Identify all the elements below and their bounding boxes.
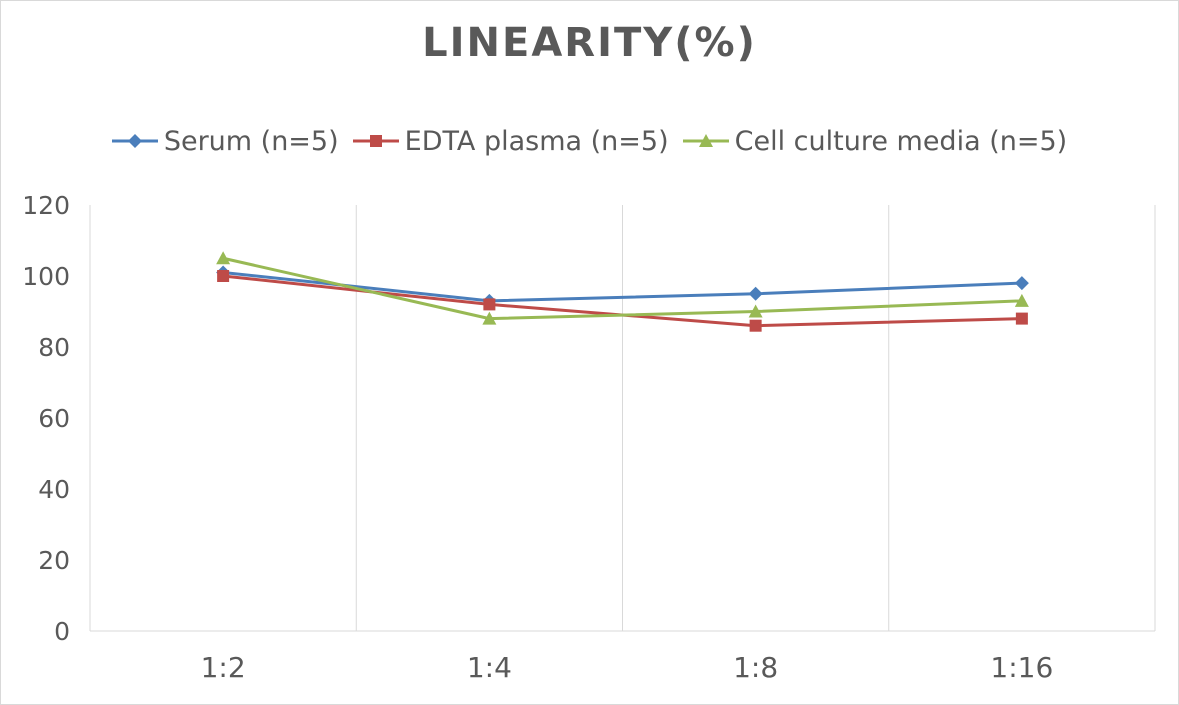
data-point-diamond [1014, 276, 1029, 291]
legend-label-edta-plasma: EDTA plasma (n=5) [404, 125, 669, 157]
legend-item-edta-plasma: EDTA plasma (n=5) [352, 125, 669, 157]
legend-item-cell-culture-media: Cell culture media (n=5) [682, 125, 1068, 157]
data-point-square [483, 298, 496, 311]
data-point-triangle [482, 311, 497, 325]
data-point-square [217, 270, 230, 282]
legend-label-serum: Serum (n=5) [163, 125, 339, 157]
legend-marker-cell-culture-media [682, 134, 729, 147]
y-tick-label: 0 [54, 617, 70, 646]
x-tick-label: 1:2 [201, 651, 246, 684]
y-tick-label: 120 [22, 191, 70, 220]
y-tick-label: 60 [38, 404, 70, 433]
chart-title: LINEARITY(%) [422, 20, 757, 66]
data-point-square [749, 319, 762, 332]
series-line [222, 270, 1022, 303]
data-point-square [1015, 312, 1028, 325]
legend: Serum (n=5) EDTA plasma (n=5) Cell cultu… [0, 118, 1179, 164]
data-point-triangle [216, 251, 231, 265]
series-line [222, 256, 1022, 321]
y-tick-label: 100 [22, 262, 70, 291]
y-tick-label: 40 [38, 475, 70, 504]
legend-marker-edta-plasma [352, 135, 399, 147]
x-tick-label: 1:4 [467, 651, 512, 684]
legend-marker-serum [111, 134, 158, 148]
y-tick-label: 80 [38, 333, 70, 362]
legend-label-cell-culture-media: Cell culture media (n=5) [734, 125, 1068, 157]
y-tick-label: 20 [38, 546, 70, 575]
x-tick-label: 1:8 [733, 651, 778, 684]
data-point-triangle [748, 304, 763, 318]
data-point-triangle [1014, 293, 1029, 307]
x-tick-label: 1:16 [990, 651, 1053, 684]
legend-item-serum: Serum (n=5) [111, 125, 339, 157]
data-point-diamond [748, 286, 763, 301]
